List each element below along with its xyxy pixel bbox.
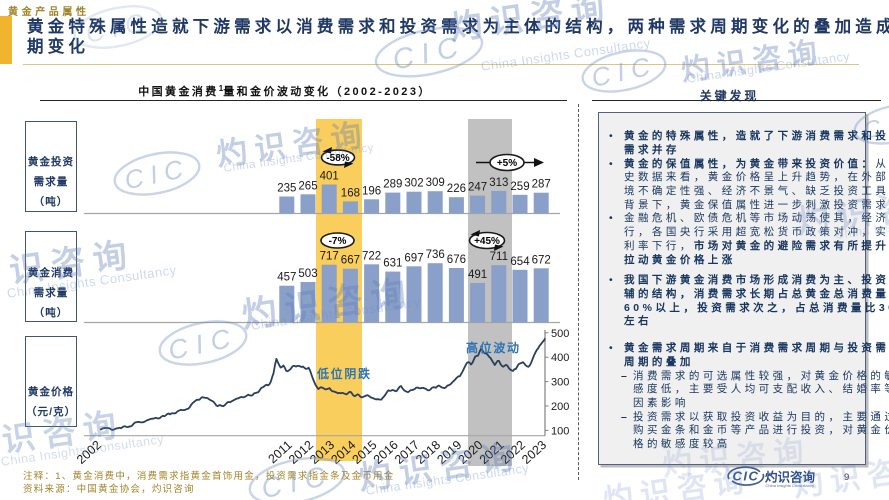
svg-text:-7%: -7%: [329, 236, 347, 247]
svg-text:287: 287: [532, 179, 551, 191]
svg-text:235: 235: [277, 183, 296, 195]
svg-text:259: 259: [510, 181, 529, 193]
svg-text:168: 168: [341, 187, 360, 199]
svg-text:313: 313: [489, 177, 508, 189]
svg-text:226: 226: [447, 183, 466, 195]
svg-text:+45%: +45%: [474, 236, 500, 247]
svg-text:灼识咨询: 灼识咨询: [765, 470, 816, 485]
svg-text:401: 401: [320, 171, 339, 183]
svg-text:2023: 2023: [519, 438, 549, 467]
svg-text:503: 503: [298, 268, 317, 280]
svg-text:491: 491: [468, 269, 487, 281]
svg-text:654: 654: [510, 256, 530, 268]
svg-text:717: 717: [320, 251, 339, 263]
svg-text:631: 631: [383, 258, 402, 270]
svg-text:697: 697: [404, 252, 423, 264]
svg-text:China Insights Consultancy: China Insights Consultancy: [766, 483, 814, 488]
svg-text:711: 711: [490, 251, 508, 263]
svg-text:196: 196: [362, 185, 381, 197]
svg-text:457: 457: [277, 272, 296, 284]
svg-text:CIC: CIC: [733, 469, 760, 484]
svg-text:309: 309: [426, 177, 445, 189]
svg-text:2002: 2002: [74, 438, 104, 467]
svg-text:736: 736: [426, 249, 445, 261]
svg-text:302: 302: [404, 178, 423, 190]
svg-text:200: 200: [551, 401, 569, 413]
svg-text:100: 100: [551, 425, 569, 437]
svg-text:265: 265: [298, 180, 317, 192]
svg-text:676: 676: [447, 254, 466, 266]
svg-text:667: 667: [341, 255, 360, 267]
svg-text:247: 247: [468, 182, 487, 194]
svg-text:300: 300: [551, 377, 569, 389]
svg-text:400: 400: [551, 352, 569, 364]
svg-text:-58%: -58%: [326, 153, 349, 164]
svg-text:289: 289: [383, 179, 402, 191]
svg-text:500: 500: [551, 328, 569, 340]
svg-text:722: 722: [362, 250, 381, 262]
svg-text:672: 672: [532, 254, 551, 266]
svg-text:+5%: +5%: [497, 158, 517, 169]
